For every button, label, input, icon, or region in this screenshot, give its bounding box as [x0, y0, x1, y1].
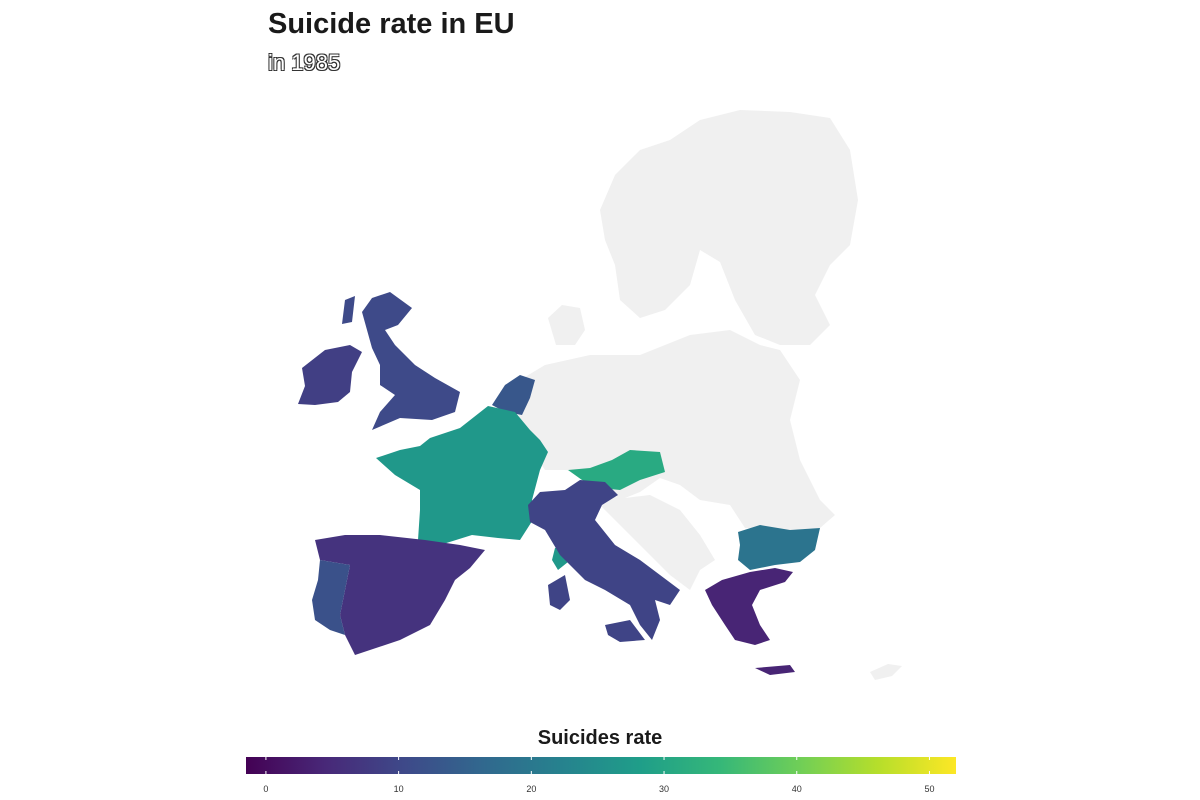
country-greece[interactable] [705, 568, 795, 675]
map-subtitle: in 1985 [268, 50, 341, 75]
legend-tick-label: 40 [792, 784, 802, 794]
country-spain[interactable] [315, 535, 485, 655]
country-united-kingdom[interactable] [342, 292, 460, 430]
legend-tick-label: 50 [924, 784, 934, 794]
denmark [548, 305, 585, 345]
europe-map [298, 110, 902, 680]
country-bulgaria[interactable] [738, 525, 820, 570]
country-italy[interactable] [528, 480, 680, 642]
scandinavia-finland [600, 110, 858, 345]
country-austria[interactable] [568, 450, 665, 490]
cyprus [870, 664, 902, 680]
legend-tick-label: 0 [263, 784, 268, 794]
legend-tick-label: 10 [394, 784, 404, 794]
legend-title: Suicides rate [537, 727, 663, 749]
legend-tick-label: 30 [659, 784, 669, 794]
legend-tick-label: 20 [526, 784, 536, 794]
map-title: Suicide rate in EU [268, 8, 515, 40]
legend-color-bar [246, 757, 956, 774]
balkans [590, 495, 715, 590]
country-ireland[interactable] [298, 345, 362, 405]
no-data-region [518, 110, 902, 680]
country-portugal[interactable] [312, 560, 350, 635]
country-netherlands[interactable] [492, 375, 535, 415]
central-europe [518, 330, 835, 530]
country-france[interactable] [376, 406, 568, 570]
legend-ticks: 0 10 20 30 40 50 [263, 757, 934, 794]
